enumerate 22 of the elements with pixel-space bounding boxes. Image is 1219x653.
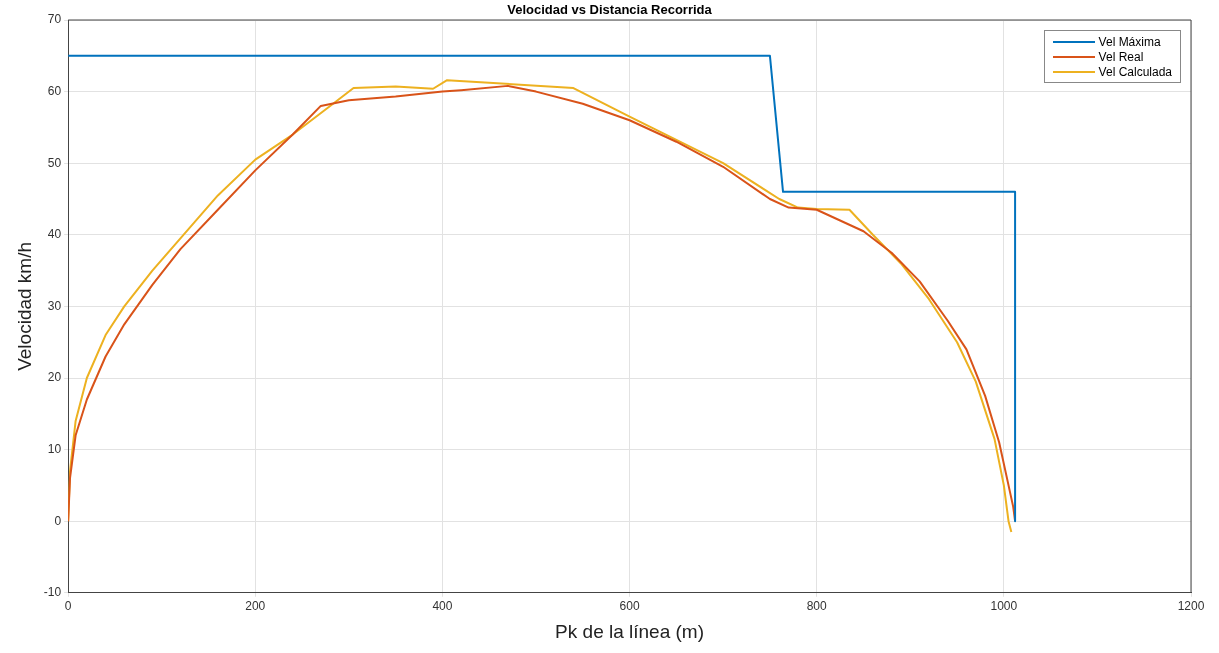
y-tick-label: -10 bbox=[43, 585, 62, 600]
chart-title: Velocidad vs Distancia Recorrida bbox=[507, 2, 712, 17]
x-tick-label: 800 bbox=[806, 599, 828, 614]
legend-label: Vel Calculada bbox=[1098, 64, 1172, 79]
y-tick-label: 60 bbox=[47, 83, 62, 98]
x-tick-label: 400 bbox=[432, 599, 453, 614]
y-tick-label: 70 bbox=[47, 12, 62, 27]
x-tick-label: 0 bbox=[64, 599, 72, 614]
x-axis-title: Pk de la línea (m) bbox=[555, 620, 705, 642]
y-tick-label: 10 bbox=[47, 441, 62, 456]
y-tick-label: 20 bbox=[47, 370, 62, 385]
x-tick-label: 1200 bbox=[1177, 599, 1205, 614]
legend-label: Vel Máxima bbox=[1098, 34, 1161, 49]
x-tick-label: 1000 bbox=[990, 599, 1018, 614]
y-tick-label: 0 bbox=[54, 513, 62, 528]
x-tick-label: 200 bbox=[245, 599, 266, 614]
y-axis-title: Velocidad km/h bbox=[13, 241, 35, 371]
legend-label: Vel Real bbox=[1098, 49, 1144, 64]
y-tick-label: 50 bbox=[47, 155, 62, 170]
x-tick-label: 600 bbox=[619, 599, 640, 614]
y-tick-label: 40 bbox=[47, 227, 62, 242]
y-tick-label: 30 bbox=[47, 298, 62, 313]
